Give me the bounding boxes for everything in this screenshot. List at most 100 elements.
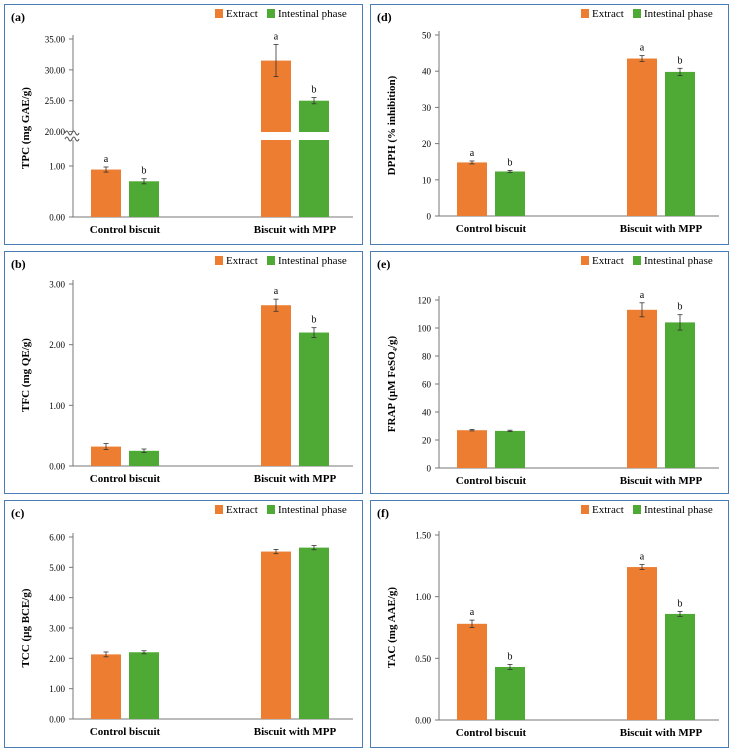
panel-e: (e) Extract Intestinal phase 0 20 40 60 80 100 12…	[370, 251, 729, 494]
chart-d: (d) Extract Intestinal phase 0 10 20 30 40 50 DPP…	[377, 8, 719, 235]
y-tick-label: 25.00	[45, 96, 66, 106]
significance-letter: a	[274, 286, 279, 297]
y-tick-label: 1.50	[415, 531, 431, 541]
bar-intestinal-mpp	[665, 613, 695, 720]
legend-label-extract: Extract	[226, 8, 258, 20]
y-tick-label: 20	[422, 139, 432, 149]
y-tick-label: 0.00	[49, 462, 65, 472]
y-tick-label: 80	[422, 352, 432, 362]
x-category-label: Control biscuit	[90, 224, 161, 236]
y-axis-label: TAC (mg AAE/g)	[386, 587, 398, 668]
y-tick-label: 35.00	[45, 35, 66, 45]
axis-break-gap	[65, 132, 353, 141]
bar-intestinal-control	[129, 450, 159, 466]
bar-intestinal-mpp	[299, 332, 329, 466]
x-category-label: Biscuit with MPP	[254, 726, 337, 738]
y-tick-label: 5.00	[49, 563, 65, 573]
axis-break-mark	[64, 130, 80, 136]
y-tick-label: 4.00	[49, 593, 65, 603]
bar-extract-control	[457, 623, 487, 720]
bar-intestinal-mpp	[665, 322, 695, 468]
y-tick-label: 40	[422, 67, 432, 77]
y-axis-label: TCC (µg BCE/g)	[20, 588, 32, 667]
significance-letter: a	[640, 43, 645, 54]
y-tick-label: 0.50	[415, 654, 431, 664]
x-category-label: Control biscuit	[456, 727, 527, 739]
significance-letter: b	[678, 302, 683, 313]
legend-swatch-intestinal	[633, 505, 641, 514]
significance-letter: a	[274, 32, 279, 43]
x-category-label: Biscuit with MPP	[620, 727, 703, 739]
bar-intestinal-mpp	[299, 547, 329, 719]
chart-f: (f) Extract Intestinal phase 0.00 0.50 1.00 1.…	[377, 504, 719, 739]
panel-a: (a) Extract Intestinal phase 0.00 1.00 20.00 2…	[4, 4, 363, 245]
y-tick-label: 3.00	[49, 624, 65, 634]
panel-c: (c) Extract Intestinal phase 0.00 1.00 2.00 3.…	[4, 500, 363, 748]
bar-intestinal-mpp	[665, 71, 695, 216]
y-tick-label: 0.00	[49, 213, 65, 223]
panel-b: (b) Extract Intestinal phase 0.00 1.00 2.00 3.…	[4, 251, 363, 494]
y-axis-label: TFC (mg QE/g)	[20, 338, 32, 412]
bar-extract-mpp	[261, 551, 291, 719]
significance-letter: a	[470, 148, 475, 159]
x-category-label: Biscuit with MPP	[254, 224, 337, 236]
legend-label-intestinal: Intestinal phase	[644, 504, 713, 516]
y-tick-label: 120	[418, 296, 432, 306]
bar-intestinal-control	[495, 666, 525, 720]
chart-e: (e) Extract Intestinal phase 0 20 40 60 80 100 12…	[377, 255, 719, 487]
bar-intestinal-control	[129, 652, 159, 719]
y-tick-label: 30	[422, 103, 432, 113]
panel-label: (f)	[377, 506, 389, 520]
y-tick-label: 6.00	[49, 533, 65, 543]
legend-label-intestinal: Intestinal phase	[278, 8, 347, 20]
y-tick-label: 20.00	[45, 127, 66, 137]
y-tick-label: 1.00	[49, 401, 65, 411]
y-tick-label: 60	[422, 380, 432, 390]
legend-label-extract: Extract	[592, 255, 624, 267]
panel-f: (f) Extract Intestinal phase 0.00 0.50 1.00 1.…	[370, 500, 729, 748]
y-tick-label: 40	[422, 408, 432, 418]
bar-extract-control	[457, 162, 487, 216]
axis-break-mark	[64, 136, 80, 142]
bar-extract-mpp	[261, 305, 291, 466]
bar-extract-control	[91, 169, 121, 217]
significance-letter: a	[640, 290, 645, 301]
legend-label-intestinal: Intestinal phase	[644, 255, 713, 267]
significance-letter: b	[312, 315, 317, 326]
y-axis-label: FRAP (µM FeSO₄/g)	[386, 335, 398, 432]
legend-label-intestinal: Intestinal phase	[278, 255, 347, 267]
panel-d: (d) Extract Intestinal phase 0 10 20 30 40 50 DPP…	[370, 4, 729, 245]
y-tick-label: 10	[422, 175, 432, 185]
panel-label: (c)	[11, 506, 24, 520]
y-tick-label: 50	[422, 31, 432, 41]
legend-label-extract: Extract	[226, 255, 258, 267]
panel-label: (d)	[377, 10, 392, 24]
legend-label-extract: Extract	[226, 504, 258, 516]
legend-swatch-extract	[215, 9, 223, 18]
significance-letter: b	[508, 652, 513, 663]
bar-extract-mpp	[627, 567, 657, 720]
bar-extract-mpp	[627, 58, 657, 216]
legend-swatch-extract	[215, 256, 223, 265]
significance-letter: b	[508, 157, 513, 168]
chart-c: (c) Extract Intestinal phase 0.00 1.00 2.00 3.…	[11, 504, 353, 738]
y-axis-label: DPPH (% inhibition)	[386, 75, 398, 175]
legend-swatch-extract	[581, 505, 589, 514]
y-tick-label: 3.00	[49, 280, 65, 290]
y-tick-label: 0	[427, 212, 432, 222]
legend-swatch-extract	[581, 256, 589, 265]
chart-b: (b) Extract Intestinal phase 0.00 1.00 2.00 3.…	[11, 255, 353, 485]
panel-label: (b)	[11, 257, 26, 271]
x-category-label: Control biscuit	[90, 726, 161, 738]
panel-label: (a)	[11, 10, 25, 24]
significance-letter: b	[678, 598, 683, 609]
y-tick-label: 2.00	[49, 340, 65, 350]
y-tick-label: 0.00	[49, 715, 65, 725]
legend-label-intestinal: Intestinal phase	[644, 8, 713, 20]
y-tick-label: 1.00	[49, 161, 65, 171]
legend-label-intestinal: Intestinal phase	[278, 504, 347, 516]
x-category-label: Biscuit with MPP	[254, 473, 337, 485]
legend-label-extract: Extract	[592, 8, 624, 20]
x-category-label: Control biscuit	[90, 473, 161, 485]
significance-letter: a	[640, 552, 645, 563]
